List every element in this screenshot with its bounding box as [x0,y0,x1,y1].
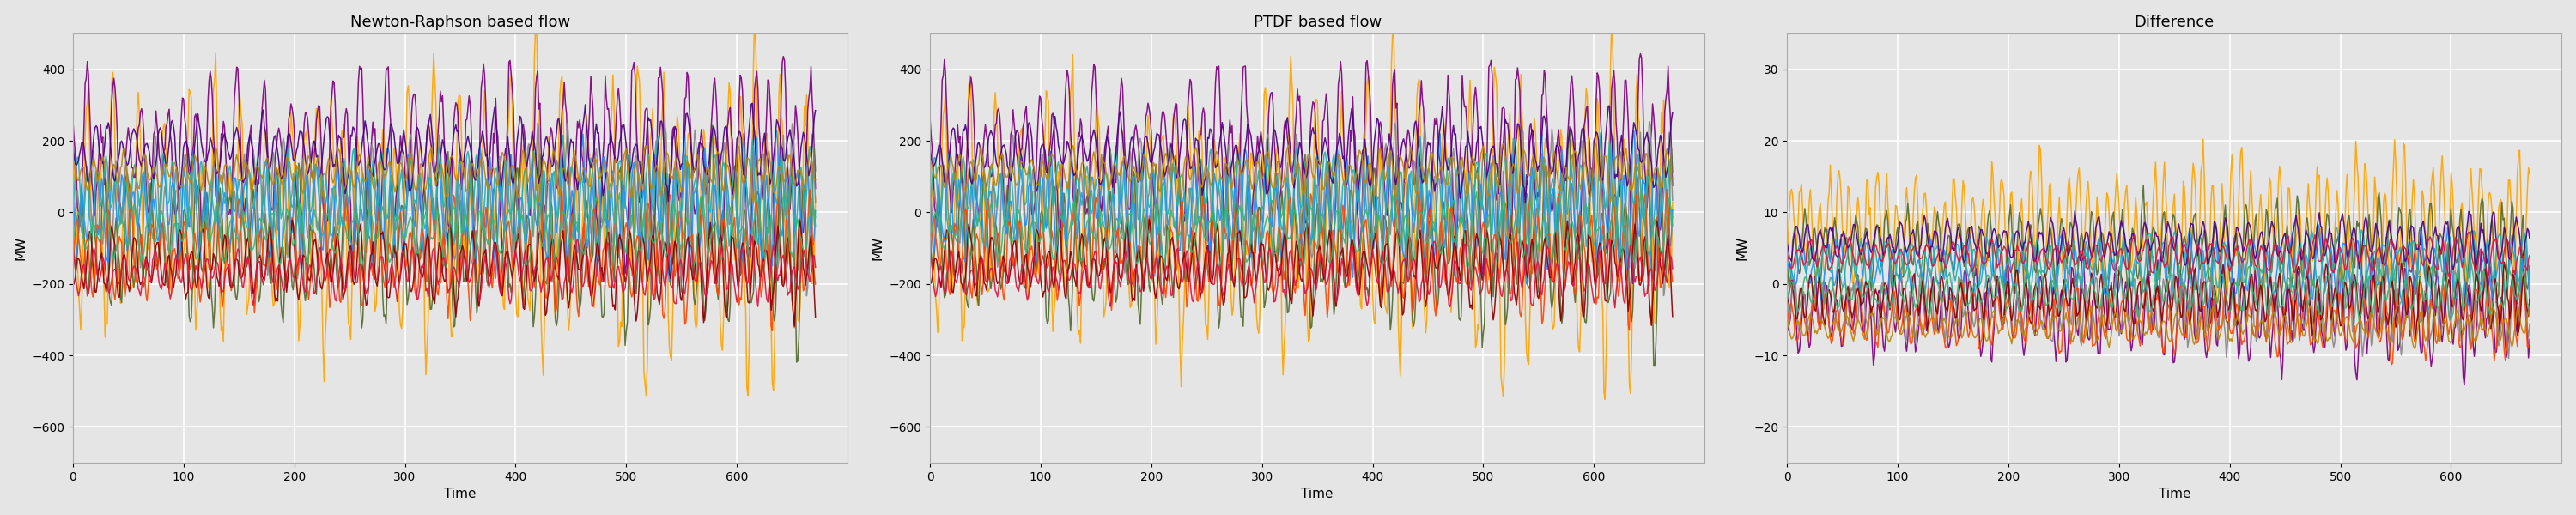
X-axis label: Time: Time [443,488,477,501]
Y-axis label: MW: MW [15,236,28,260]
X-axis label: Time: Time [1301,488,1334,501]
Title: PTDF based flow: PTDF based flow [1255,14,1381,30]
Title: Newton-Raphson based flow: Newton-Raphson based flow [350,14,569,30]
X-axis label: Time: Time [2159,488,2190,501]
Y-axis label: MW: MW [1736,236,1749,260]
Title: Difference: Difference [2136,14,2215,30]
Y-axis label: MW: MW [871,236,884,260]
